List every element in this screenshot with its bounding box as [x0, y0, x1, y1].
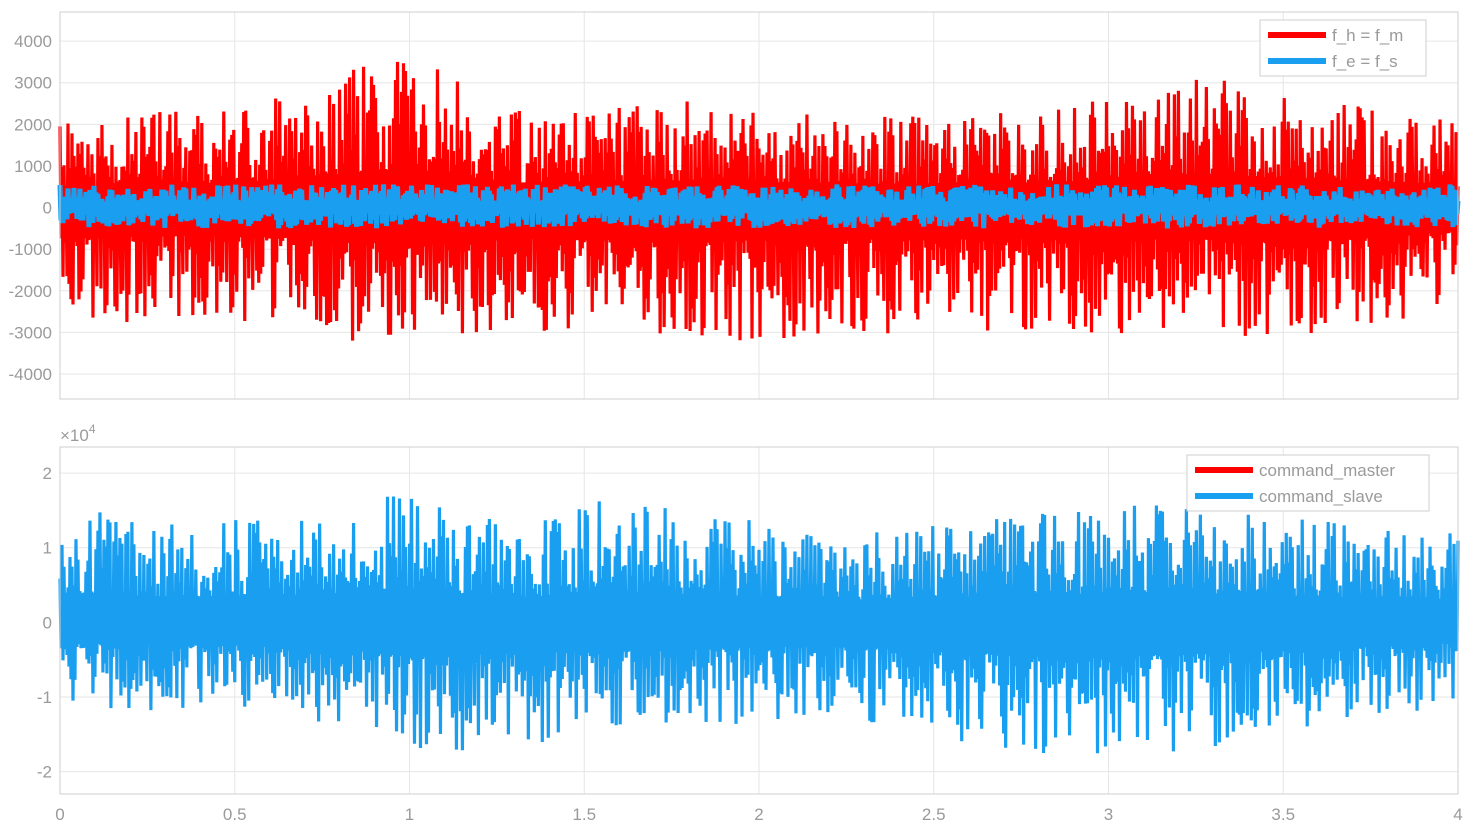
x-tick-label-8: 4: [1453, 805, 1462, 824]
x-tick-label-3: 1.5: [572, 805, 596, 824]
y-tick-label-6: -2000: [9, 282, 52, 301]
top-axes-y-ticks: 4000 3000 2000 1000 0 -1000 -2000 -3000 -4000: [9, 32, 52, 384]
x-tick-label-2: 1: [405, 805, 414, 824]
y-tick-label-3: 1000: [14, 157, 52, 176]
y-tick-label-2: 2000: [14, 115, 52, 134]
y-tick-label-1: 1: [43, 539, 52, 558]
x-tick-label-5: 2.5: [922, 805, 946, 824]
top-legend: f_h = f_m f_e = f_s: [1259, 19, 1427, 77]
legend-label-f-h: f_h = f_m: [1332, 26, 1403, 45]
top-axes: 4000 3000 2000 1000 0 -1000 -2000 -3000 -4000 f_…: [9, 11, 1461, 400]
series-line-f-e-f-s: [57, 184, 1461, 229]
x-tick-label-6: 3: [1104, 805, 1113, 824]
y-tick-label-2: 0: [43, 613, 52, 632]
y-tick-label-1: 3000: [14, 74, 52, 93]
top-legend-box: [1259, 19, 1427, 77]
y-tick-label-8: -4000: [9, 365, 52, 384]
bottom-axes-x-ticks: 0 0.5 1 1.5 2 2.5 3 3.5 4: [55, 805, 1462, 824]
x-tick-label-7: 3.5: [1271, 805, 1295, 824]
y-tick-label-0: 4000: [14, 32, 52, 51]
bottom-legend-box: [1186, 454, 1430, 512]
bottom-legend: command_master command_slave: [1186, 454, 1430, 512]
y-tick-label-5: -1000: [9, 240, 52, 259]
top-axes-data: [57, 61, 1461, 341]
x-tick-label-4: 2: [754, 805, 763, 824]
bottom-axes-frame: [59, 446, 1459, 795]
bottom-axes-data: [58, 496, 1460, 754]
y-tick-label-4: 0: [43, 199, 52, 218]
legend-label-f-e: f_e = f_s: [1332, 52, 1398, 71]
y-exponent-label: ×104: [60, 422, 96, 445]
y-tick-label-0: 2: [43, 464, 52, 483]
bottom-axes: 210-1-2 0 0.5 1 1.5 2 2.5 3 3.5 4 ×104 command_m…: [37, 422, 1463, 824]
y-tick-label-4: -2: [37, 763, 52, 782]
y-exponent-base: ×10: [60, 426, 89, 445]
bottom-axes-y-ticks: 2 1 0 -1 -2: [37, 464, 52, 781]
y-exponent-power: 4: [89, 422, 96, 436]
legend-label-command-master: command_master: [1259, 461, 1395, 480]
x-tick-label-0: 0: [55, 805, 64, 824]
legend-label-command-slave: command_slave: [1259, 487, 1383, 506]
y-tick-label-3: -1: [37, 688, 52, 707]
series-line-command-slave: [58, 496, 1460, 754]
x-tick-label-1: 0.5: [223, 805, 247, 824]
top-axes-frame: [59, 11, 1459, 400]
y-tick-label-7: -3000: [9, 323, 52, 342]
